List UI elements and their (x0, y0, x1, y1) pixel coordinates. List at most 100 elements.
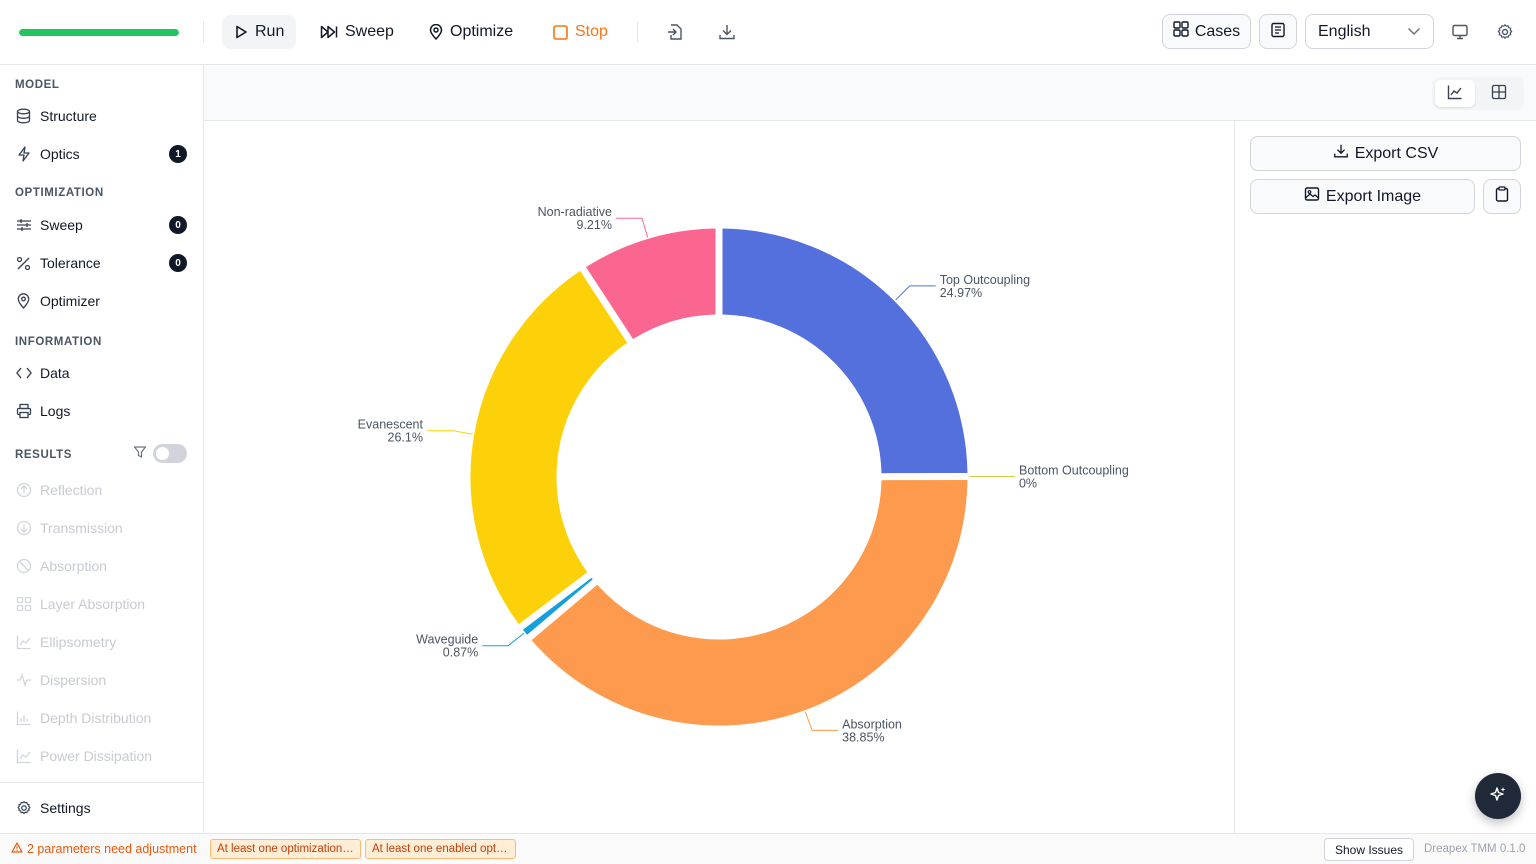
sidebar-item-label: Transmission (40, 520, 123, 536)
map-pin-icon (15, 293, 32, 310)
sidebar-item-transmission[interactable]: Transmission (15, 513, 190, 543)
chart-view-button[interactable] (1435, 80, 1475, 107)
table-icon (1491, 84, 1507, 103)
section-title-information: INFORMATION (15, 336, 102, 348)
gear-icon (15, 800, 32, 817)
export-image-label: Export Image (1325, 187, 1422, 205)
ban-icon (15, 558, 32, 575)
sidebar-item-label: Power Dissipation (40, 748, 153, 764)
language-select[interactable]: English (1305, 14, 1434, 49)
optics-count-badge: 1 (169, 145, 187, 163)
sidebar-item-label: Data (40, 365, 70, 381)
sidebar-item-layer-absorption[interactable]: Layer Absorption (15, 589, 190, 619)
bar-chart-icon (15, 710, 32, 727)
top-toolbar: Run Sweep Optimize Stop Cases English (0, 0, 1536, 65)
sidebar-item-label: Reflection (40, 482, 103, 498)
label-leader-line (482, 632, 525, 647)
run-button[interactable]: Run (222, 15, 297, 49)
sidebar-item-depth-distribution[interactable]: Depth Distribution (15, 703, 190, 733)
optimize-button[interactable]: Optimize (417, 15, 525, 49)
slice-value-label: 0% (1019, 476, 1037, 490)
sidebar-item-label: Depth Distribution (40, 710, 152, 726)
export-csv-button[interactable]: Export CSV (1250, 136, 1521, 171)
sidebar-item-sweep[interactable]: Sweep 0 (15, 210, 190, 240)
show-issues-button[interactable]: Show Issues (1324, 838, 1414, 861)
language-value: English (1318, 22, 1371, 40)
sidebar-item-label: Ellipsometry (40, 634, 117, 650)
image-icon (1304, 186, 1320, 207)
stop-square-icon (553, 24, 568, 40)
warning-triangle-icon (11, 842, 23, 856)
sidebar-item-optimizer[interactable]: Optimizer (15, 286, 190, 316)
sidebar-item-structure[interactable]: Structure (15, 101, 190, 131)
sidebar-item-tolerance[interactable]: Tolerance 0 (15, 248, 190, 278)
sidebar-item-settings[interactable]: Settings (15, 793, 190, 823)
sidebar-item-logs[interactable]: Logs (15, 396, 190, 426)
sidebar-item-data[interactable]: Data (15, 358, 190, 388)
section-title-optimization: OPTIMIZATION (15, 187, 104, 199)
import-icon[interactable] (661, 18, 689, 46)
export-image-button[interactable]: Export Image (1250, 179, 1475, 214)
ai-assistant-button[interactable] (1475, 773, 1521, 819)
label-leader-line (615, 217, 649, 238)
slice-value-label: 24.97% (940, 286, 982, 300)
pie-slice-non-radiative[interactable] (586, 228, 716, 339)
download-icon[interactable] (713, 18, 741, 46)
version-label: Dreapex TMM 0.1.0 (1424, 843, 1526, 855)
download-icon (1333, 143, 1349, 164)
sweep-label: Sweep (345, 23, 394, 40)
pie-slice-waveguide[interactable] (523, 578, 593, 635)
clipboard-icon (1495, 186, 1509, 207)
view-toggle (1432, 77, 1524, 110)
grid-icon (1173, 21, 1189, 42)
arrow-down-circle-icon (15, 520, 32, 537)
copy-clipboard-button[interactable] (1483, 179, 1521, 214)
run-label: Run (255, 23, 285, 40)
issue-chip[interactable]: At least one enabled optimization target (365, 839, 516, 859)
sidebar-item-absorption[interactable]: Absorption (15, 551, 190, 581)
sliders-icon (15, 217, 32, 234)
sidebar-item-reflection[interactable]: Reflection (15, 475, 190, 505)
warning-text: 2 parameters need adjustment (27, 842, 197, 856)
label-leader-line (426, 430, 473, 435)
line-chart-icon (15, 634, 32, 651)
waveform-icon (15, 672, 32, 689)
stop-button[interactable]: Stop (541, 15, 620, 49)
gear-icon[interactable] (1491, 18, 1519, 46)
tolerance-count-badge: 0 (169, 254, 187, 272)
pie-slice-evanescent[interactable] (470, 271, 628, 624)
slice-label: Non-radiative (538, 205, 612, 219)
results-filter-toggle[interactable] (153, 444, 187, 463)
cases-button[interactable]: Cases (1162, 14, 1251, 49)
sidebar-item-ellipsometry[interactable]: Ellipsometry (15, 627, 190, 657)
sidebar-item-label: Logs (40, 403, 71, 419)
percent-icon (15, 255, 32, 272)
sidebar-divider (0, 782, 203, 783)
issue-chip[interactable]: At least one optimization is required (210, 839, 361, 859)
line-chart-icon (1447, 84, 1463, 103)
sidebar-item-optics[interactable]: Optics 1 (15, 139, 190, 169)
monitor-icon[interactable] (1446, 18, 1474, 46)
pie-slice-top-outcoupling[interactable] (722, 228, 968, 474)
sidebar-item-label: Dispersion (40, 672, 107, 688)
toolbar-divider (637, 21, 638, 43)
toggle-knob (156, 447, 169, 460)
parameter-warning[interactable]: 2 parameters need adjustment (11, 842, 197, 856)
export-csv-label: Export CSV (1354, 144, 1439, 162)
printer-icon (15, 403, 32, 420)
sidebar-item-label: Sweep (40, 217, 83, 233)
filter-icon[interactable] (133, 445, 147, 462)
slice-label: Waveguide (416, 633, 478, 647)
pie-slice-absorption[interactable] (531, 480, 968, 726)
sidebar-item-dispersion[interactable]: Dispersion (15, 665, 190, 695)
sidebar-item-power-dissipation[interactable]: Power Dissipation (15, 741, 190, 771)
document-button[interactable] (1259, 14, 1297, 49)
sweep-button[interactable]: Sweep (308, 15, 406, 49)
run-progress-fill (19, 29, 179, 36)
table-view-button[interactable] (1479, 80, 1519, 107)
stop-label: Stop (575, 23, 608, 40)
chart-header-bar (204, 65, 1536, 121)
section-title-model: MODEL (15, 79, 60, 91)
database-icon (15, 108, 32, 125)
